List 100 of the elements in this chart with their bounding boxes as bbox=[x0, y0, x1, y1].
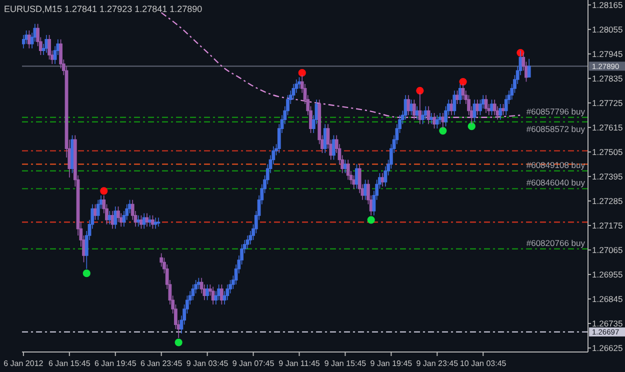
x-tick-label: 9 Jan 15:45 bbox=[324, 359, 367, 368]
ref-line-label: #60820766 buy bbox=[526, 238, 586, 248]
candlestick bbox=[323, 124, 327, 154]
x-tick-label: 9 Jan 19:45 bbox=[370, 359, 413, 368]
y-tick-label: 1.26955 bbox=[592, 269, 623, 280]
candlestick bbox=[344, 159, 347, 174]
candlestick bbox=[110, 210, 114, 230]
candlestick bbox=[430, 112, 434, 124]
ref-line-label: #60849108 buy bbox=[526, 160, 586, 170]
y-tick-label: 1.26735 bbox=[592, 318, 623, 328]
candlestick bbox=[504, 94, 508, 116]
candlestick bbox=[421, 110, 424, 124]
candlestick bbox=[452, 90, 456, 116]
chart-title: EURUSD,M15 1.27841 1.27923 1.27841 1.27890 bbox=[4, 4, 202, 14]
y-tick-label: 1.27615 bbox=[592, 122, 623, 132]
candlestick bbox=[220, 284, 224, 305]
y-tick-label: 1.27835 bbox=[592, 73, 623, 84]
y-tick-label: 1.27285 bbox=[592, 196, 623, 206]
y-tick-label: 1.27395 bbox=[592, 171, 623, 182]
candlestick bbox=[502, 104, 505, 116]
candlestick bbox=[364, 179, 368, 200]
candlestick bbox=[404, 94, 408, 120]
y-tick-label: 1.27175 bbox=[592, 220, 623, 230]
x-tick-label: 6 Jan 19:45 bbox=[94, 359, 137, 368]
candlestick bbox=[48, 34, 51, 60]
y-tick-label: 1.27505 bbox=[592, 146, 623, 157]
candlestick bbox=[380, 172, 384, 187]
x-tick-label: 9 Jan 23:45 bbox=[416, 359, 459, 368]
point bbox=[100, 187, 108, 195]
candlestick bbox=[426, 106, 430, 124]
candlestick bbox=[108, 210, 112, 225]
candlestick bbox=[450, 99, 454, 116]
point bbox=[298, 69, 306, 77]
x-tick-label: 6 Jan 15:45 bbox=[48, 359, 91, 368]
candlestick bbox=[415, 106, 419, 120]
candlestick bbox=[140, 215, 143, 230]
candlestick bbox=[136, 215, 140, 227]
candlestick bbox=[145, 212, 149, 227]
candlestick bbox=[406, 94, 410, 116]
point bbox=[468, 122, 476, 130]
ref-line-label: #60858572 buy bbox=[526, 124, 586, 134]
candlestick bbox=[211, 286, 215, 305]
candlestick bbox=[44, 34, 48, 54]
point bbox=[174, 338, 182, 346]
x-tick-label: 10 Jan 03:45 bbox=[460, 359, 507, 368]
candlestick bbox=[441, 112, 445, 129]
candlestick bbox=[352, 174, 356, 190]
y-tick-label: 1.26625 bbox=[592, 342, 623, 353]
candlestick bbox=[24, 30, 28, 44]
point bbox=[439, 126, 447, 135]
candlestick bbox=[438, 112, 442, 124]
point bbox=[459, 78, 467, 86]
candlestick bbox=[418, 92, 422, 124]
candlestick bbox=[148, 215, 152, 227]
candlestick bbox=[191, 284, 195, 300]
candlestick bbox=[156, 217, 160, 227]
candlestick bbox=[246, 235, 250, 250]
candlestick bbox=[527, 58, 531, 78]
candlestick bbox=[22, 34, 26, 49]
candlestick bbox=[435, 114, 439, 129]
candlestick bbox=[478, 99, 482, 116]
y-tick-label: 1.28165 bbox=[592, 0, 623, 10]
candlestick bbox=[298, 76, 301, 89]
candlestick bbox=[472, 99, 476, 122]
candlestick bbox=[461, 84, 465, 100]
x-tick-label: 6 Jan 23:45 bbox=[140, 359, 183, 368]
candlestick bbox=[292, 84, 296, 100]
candlestick bbox=[114, 206, 118, 230]
candlestick bbox=[94, 204, 97, 220]
candlestick bbox=[490, 99, 494, 116]
ref-line-label: #60857796 buy bbox=[526, 106, 586, 116]
ref-line-label: #60846040 buy bbox=[526, 178, 586, 188]
candlestick bbox=[476, 99, 480, 116]
x-tick-label: 9 Jan 11:45 bbox=[278, 359, 320, 368]
candlestick bbox=[206, 284, 210, 300]
candlestick bbox=[27, 30, 31, 49]
candlestick bbox=[410, 99, 413, 116]
candlestick bbox=[492, 99, 496, 116]
candlestick bbox=[116, 206, 120, 223]
candlestick bbox=[332, 134, 336, 160]
candlestick bbox=[346, 159, 350, 180]
y-tick-label: 1.27065 bbox=[592, 244, 623, 255]
candlestick bbox=[456, 90, 459, 104]
candlestick bbox=[458, 84, 462, 104]
x-tick-label: 9 Jan 03:45 bbox=[186, 359, 229, 368]
y-tick-label: 1.27945 bbox=[592, 48, 623, 59]
candlestick bbox=[217, 284, 220, 300]
y-tick-label: 1.27725 bbox=[592, 98, 623, 108]
point bbox=[416, 86, 424, 94]
candlestick bbox=[412, 99, 416, 120]
y-tick-label: 1.26845 bbox=[592, 294, 623, 304]
candlestick bbox=[484, 94, 488, 114]
candlestick bbox=[197, 277, 200, 290]
candlestick bbox=[355, 164, 358, 190]
candlestick bbox=[432, 112, 436, 129]
candlestick bbox=[424, 106, 428, 120]
x-tick-label: 6 Jan 2012 bbox=[4, 359, 44, 368]
candlestick bbox=[151, 215, 154, 230]
point bbox=[367, 216, 375, 224]
line-series bbox=[160, 12, 522, 118]
